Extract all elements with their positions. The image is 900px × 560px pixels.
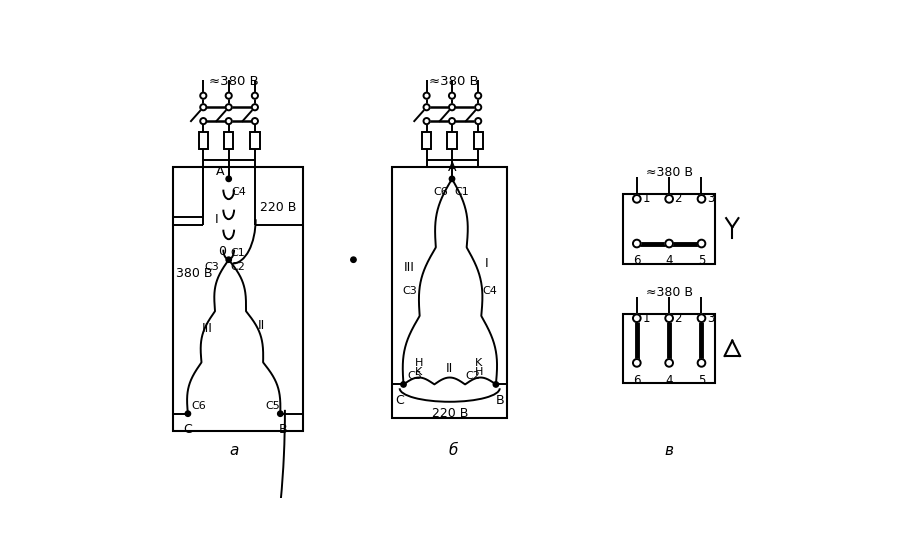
Circle shape	[449, 92, 455, 99]
Circle shape	[226, 92, 232, 99]
Text: I: I	[484, 257, 488, 270]
Circle shape	[633, 195, 641, 203]
Circle shape	[449, 118, 455, 124]
Bar	[199, 132, 208, 149]
Text: II: II	[446, 362, 454, 375]
Circle shape	[252, 92, 258, 99]
Text: 3: 3	[706, 193, 715, 206]
Circle shape	[698, 240, 706, 248]
Text: A: A	[448, 161, 456, 174]
Circle shape	[226, 104, 232, 110]
Circle shape	[449, 176, 454, 181]
Text: 220 В: 220 В	[431, 407, 468, 420]
Text: I: I	[214, 213, 218, 226]
Text: 5: 5	[698, 374, 706, 386]
Text: ≈380 В: ≈380 В	[645, 286, 693, 298]
Text: 2: 2	[674, 312, 682, 325]
Text: H: H	[475, 367, 483, 377]
Text: 1: 1	[643, 193, 650, 206]
Circle shape	[475, 118, 482, 124]
Circle shape	[665, 195, 673, 203]
Circle shape	[400, 382, 406, 387]
Circle shape	[424, 104, 429, 110]
Circle shape	[475, 92, 482, 99]
Circle shape	[226, 257, 231, 263]
Circle shape	[698, 195, 706, 203]
Circle shape	[226, 176, 231, 181]
Text: а: а	[230, 443, 238, 458]
Bar	[250, 132, 259, 149]
Bar	[422, 132, 431, 149]
Text: C6: C6	[434, 186, 448, 197]
Circle shape	[200, 104, 206, 110]
Text: C1: C1	[230, 248, 245, 258]
Text: C3: C3	[402, 286, 418, 296]
Text: C1: C1	[454, 186, 469, 197]
Bar	[447, 132, 456, 149]
Text: ≈380 В: ≈380 В	[645, 166, 693, 179]
Circle shape	[449, 104, 455, 110]
Circle shape	[698, 314, 706, 322]
Circle shape	[351, 257, 356, 263]
Text: в: в	[664, 443, 673, 458]
Circle shape	[424, 92, 429, 99]
Text: C2: C2	[465, 371, 481, 381]
Text: K: K	[415, 367, 422, 377]
Text: C6: C6	[192, 402, 206, 412]
Text: 380 В: 380 В	[176, 267, 212, 279]
Circle shape	[252, 118, 258, 124]
Text: C4: C4	[231, 186, 246, 197]
Text: B: B	[495, 394, 504, 408]
Text: C5: C5	[408, 371, 422, 381]
Bar	[623, 194, 716, 264]
Circle shape	[633, 359, 641, 367]
Circle shape	[424, 118, 429, 124]
Text: 4: 4	[665, 374, 673, 386]
Circle shape	[698, 359, 706, 367]
Bar	[473, 132, 482, 149]
Text: H: H	[415, 357, 423, 367]
Text: 220 В: 220 В	[259, 201, 296, 214]
Text: III: III	[202, 323, 212, 335]
Text: ≈380 В: ≈380 В	[209, 75, 259, 88]
Circle shape	[665, 240, 673, 248]
Text: 4: 4	[665, 254, 673, 267]
Text: C: C	[395, 394, 404, 408]
Text: 0: 0	[218, 245, 226, 258]
Text: б: б	[449, 443, 458, 458]
Circle shape	[633, 314, 641, 322]
Bar	[173, 167, 303, 431]
Text: A: A	[216, 165, 224, 178]
Circle shape	[475, 104, 482, 110]
Text: C: C	[184, 423, 193, 436]
Circle shape	[277, 411, 283, 417]
Text: C4: C4	[482, 286, 498, 296]
Text: C3: C3	[204, 262, 220, 272]
Circle shape	[185, 411, 191, 417]
Text: 5: 5	[698, 254, 706, 267]
Circle shape	[493, 382, 499, 387]
Text: II: II	[257, 319, 265, 332]
Bar	[623, 314, 716, 383]
Text: C2: C2	[230, 262, 245, 272]
Text: 1: 1	[643, 312, 650, 325]
Text: 3: 3	[706, 312, 715, 325]
Text: K: K	[475, 357, 482, 367]
Text: C5: C5	[265, 402, 280, 412]
Circle shape	[665, 314, 673, 322]
Circle shape	[252, 104, 258, 110]
Circle shape	[200, 118, 206, 124]
Text: 6: 6	[633, 254, 641, 267]
Circle shape	[226, 118, 232, 124]
Text: 6: 6	[633, 374, 641, 386]
Circle shape	[200, 92, 206, 99]
Text: B: B	[278, 423, 287, 436]
Text: ≈380 В: ≈380 В	[428, 75, 479, 88]
Bar	[392, 167, 508, 418]
Circle shape	[633, 240, 641, 248]
Text: III: III	[404, 261, 415, 274]
Circle shape	[665, 359, 673, 367]
Text: 2: 2	[674, 193, 682, 206]
Bar	[224, 132, 233, 149]
